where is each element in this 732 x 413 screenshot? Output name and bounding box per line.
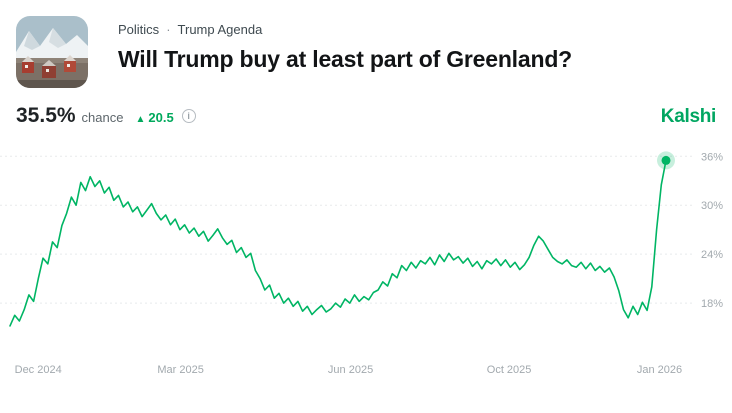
x-axis: Dec 2024 Mar 2025 Jun 2025 Oct 2025 Jan 2026 <box>0 364 732 382</box>
x-tick-label: Oct 2025 <box>486 364 532 376</box>
price-chart[interactable]: 18% 24% 30% 36% Dec 2024 Mar 2025 Jun 2025 Oct… <box>0 132 732 382</box>
x-tick-label: Jun 2025 <box>327 364 374 376</box>
current-point-dot <box>661 155 671 165</box>
market-thumbnail <box>16 16 88 88</box>
price-row: 35.5% chance ▲ 20.5 i Kalshi <box>0 104 732 128</box>
price-label: chance <box>81 110 124 125</box>
y-tick-label: 18% <box>701 298 723 310</box>
price-change-value: 20.5 <box>148 110 174 125</box>
x-tick-label: Dec 2024 <box>14 364 62 376</box>
price-value: 35.5% <box>16 104 76 127</box>
greenland-photo-illustration <box>16 16 88 88</box>
price-line <box>9 159 667 327</box>
x-tick-label: Mar 2025 <box>157 364 204 376</box>
header-text: Politics · Trump Agenda Will Trump buy a… <box>118 16 572 73</box>
x-tick-label: Jan 2026 <box>636 364 683 376</box>
y-tick-label: 36% <box>701 151 723 163</box>
breadcrumb-subcategory[interactable]: Trump Agenda <box>177 22 263 37</box>
breadcrumb-category[interactable]: Politics <box>118 22 160 37</box>
kalshi-logo: Kalshi <box>660 106 717 127</box>
info-icon[interactable]: i <box>181 109 196 123</box>
up-arrow-icon: ▲ <box>135 114 146 125</box>
price-change: ▲ 20.5 <box>135 110 173 125</box>
breadcrumb: Politics · Trump Agenda <box>118 22 572 37</box>
page-title: Will Trump buy at least part of Greenlan… <box>118 46 573 72</box>
breadcrumb-separator: · <box>166 22 171 37</box>
market-header: Politics · Trump Agenda Will Trump buy a… <box>0 0 732 88</box>
y-tick-label: 24% <box>701 249 723 261</box>
chart-canvas[interactable]: 18% 24% 30% 36% <box>0 132 732 364</box>
y-tick-label: 30% <box>701 200 723 212</box>
